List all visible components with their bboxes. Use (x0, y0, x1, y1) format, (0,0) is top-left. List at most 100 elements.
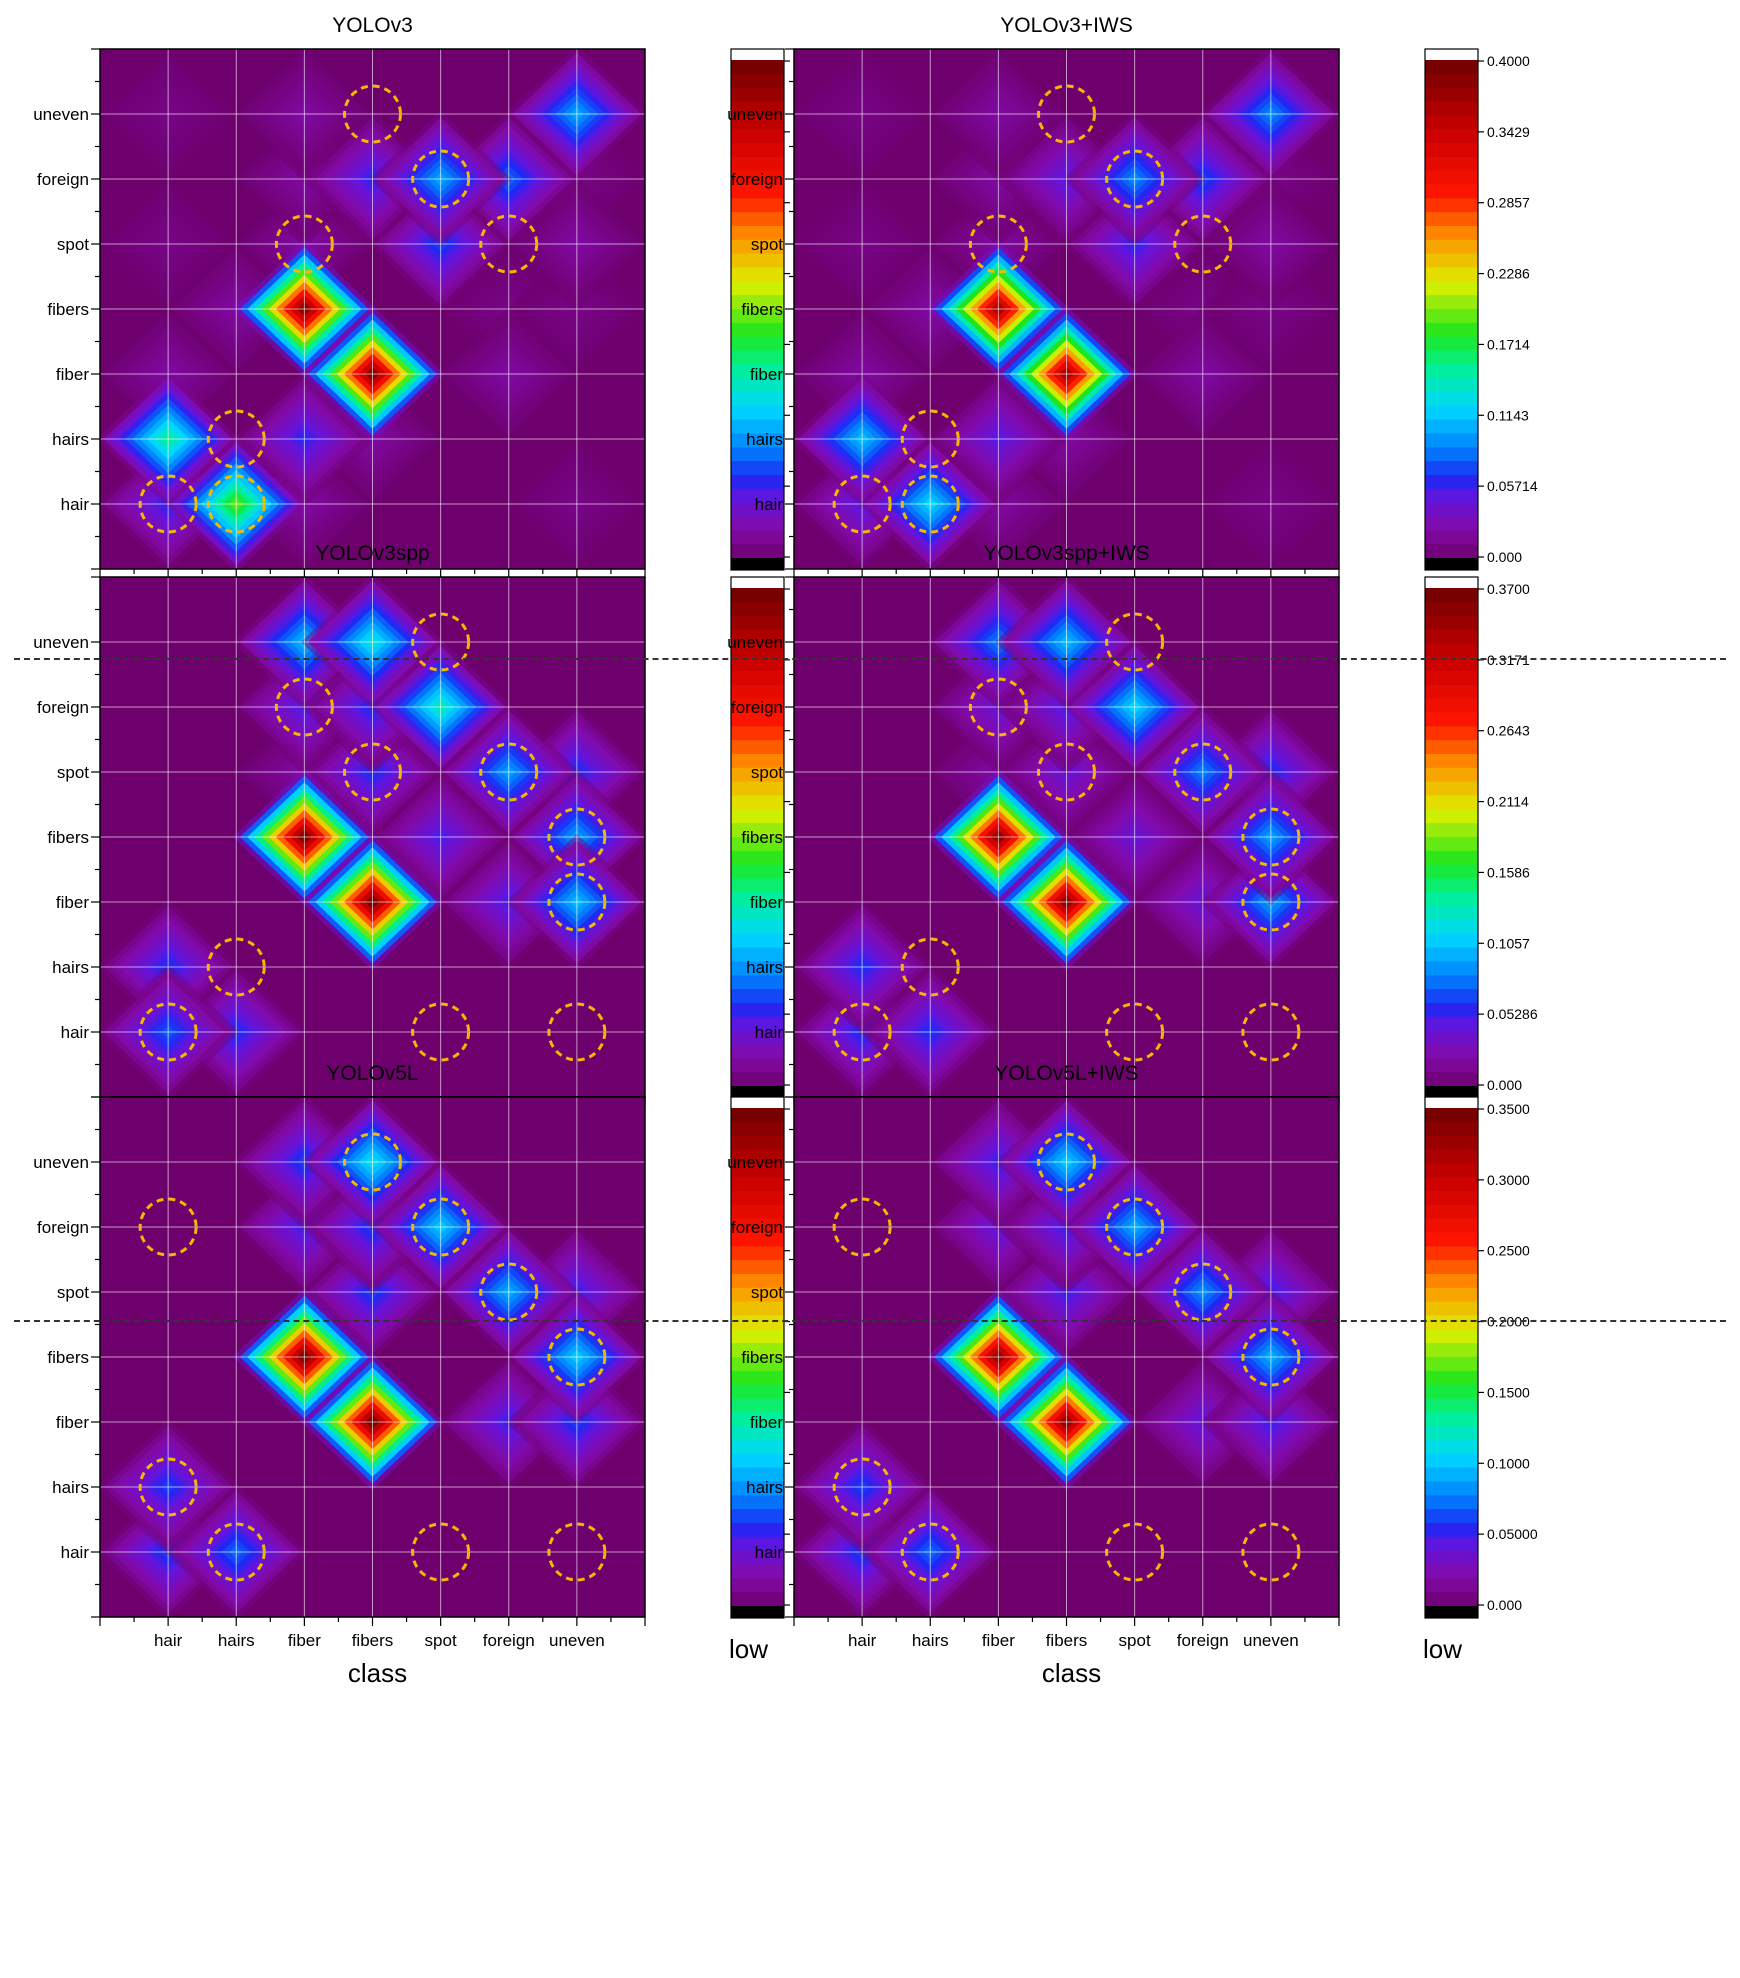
y-tick-label: fiber (56, 893, 89, 912)
x-axis-label: class (348, 1658, 407, 1688)
colorbar-bin (731, 1384, 784, 1400)
colorbar-bin (731, 1149, 784, 1164)
x-tick-label: foreign (1177, 1631, 1229, 1650)
colorbar-tick-label: 0.1057 (1487, 935, 1530, 951)
colorbar-bin (731, 1260, 784, 1275)
colorbar-bin (731, 1058, 784, 1073)
highlight-circle (832, 1457, 892, 1517)
y-tick-label: foreign (731, 1218, 783, 1237)
colorbar-tick-label: 0.2643 (1487, 723, 1530, 739)
colorbar-bin (1425, 629, 1478, 644)
colorbar-bin (731, 767, 784, 783)
colorbar-bin (1425, 309, 1478, 324)
heatmap-panel: YOLOv3spp+IWShairhairhairshairsfiberfibe… (727, 542, 1538, 1168)
colorbar-frame (730, 1096, 785, 1619)
highlight-circle (832, 474, 892, 534)
colorbar-bin (1425, 837, 1478, 852)
colorbar-bin (731, 87, 784, 103)
highlight-circle (832, 1197, 892, 1257)
colorbar-bin (731, 1191, 784, 1206)
colorbar-frame (1424, 1096, 1479, 1619)
colorbar-bin (1425, 115, 1478, 130)
heatmap-panel: YOLOv5L+IWS hair hair hairs hairs fiber fiber f… (727, 1062, 1538, 1688)
chart-title: YOLOv3spp+IWS (983, 542, 1149, 565)
chart-title: YOLOv3+IWS (1000, 14, 1132, 37)
colorbar-tick-label: 0.2857 (1487, 195, 1530, 211)
colorbar-bin (1425, 1072, 1478, 1087)
highlight-circle (1241, 1522, 1301, 1582)
y-tick-label: hair (61, 1023, 90, 1042)
colorbar-bin (1425, 850, 1478, 866)
heat-cell (164, 435, 308, 569)
y-tick-label: foreign (37, 170, 89, 189)
y-tick-label: spot (57, 235, 89, 254)
colorbar-bin (1425, 1343, 1478, 1358)
colorbar-bin (1425, 143, 1478, 158)
highlight-circle (479, 1262, 539, 1322)
highlight-circle (206, 474, 266, 534)
colorbar-bin (731, 1592, 784, 1607)
colorbar-bin (1425, 461, 1478, 476)
colorbar-bin (1425, 502, 1478, 518)
colorbar-floor (731, 558, 784, 570)
highlight-circle (343, 84, 402, 144)
colorbar-bin (731, 1481, 784, 1496)
x-tick-label: spot (1119, 1631, 1151, 1650)
colorbar-bin (1425, 1232, 1478, 1247)
colorbar-bin (1425, 1030, 1478, 1046)
colorbar-bin (1425, 906, 1478, 921)
colorbar-bin (1425, 1426, 1478, 1441)
colorbar-bin (1425, 1384, 1478, 1400)
colorbar-bin (731, 850, 784, 866)
colorbar-bin (1425, 184, 1478, 199)
colorbar-bin (731, 878, 784, 893)
colorbar-bin (731, 1523, 784, 1538)
colorbar-bin (731, 322, 784, 338)
colorbar-bin (1425, 740, 1478, 755)
colorbar-bin (731, 212, 784, 227)
colorbar-bin (731, 170, 784, 186)
y-tick-label: fiber (750, 365, 783, 384)
colorbar-bin (731, 1135, 784, 1151)
colorbar-bin (731, 530, 784, 545)
colorbar-tick-label: 0.1586 (1487, 864, 1530, 880)
colorbar-bin (731, 461, 784, 476)
colorbar-bin (731, 101, 784, 116)
colorbar-bin (1425, 671, 1478, 686)
colorbar-bin (1425, 212, 1478, 227)
highlight-circle (138, 1197, 198, 1257)
colorbar-bin (1425, 1467, 1478, 1483)
colorbar-bin (731, 1204, 784, 1220)
colorbar-bin (1425, 684, 1478, 700)
colorbar-bin (731, 1232, 784, 1247)
colorbar-bin (731, 961, 784, 976)
colorbar-bin (1425, 961, 1478, 976)
highlight-circle (138, 1457, 198, 1517)
colorbar-bin (731, 295, 784, 310)
colorbar-bin (731, 1398, 784, 1413)
colorbar-bin (731, 1072, 784, 1087)
colorbar-bin (1425, 892, 1478, 907)
y-tick-label: fibers (741, 1348, 783, 1367)
colorbar-bin (731, 1536, 784, 1552)
colorbar-bin (1425, 544, 1478, 559)
y-tick-label: uneven (727, 633, 783, 652)
colorbar-bin (731, 698, 784, 714)
colorbar-bin (1425, 60, 1478, 75)
colorbar-bin (731, 1412, 784, 1427)
colorbar-bin (1425, 433, 1478, 448)
colorbar-tick-label: 0.05286 (1487, 1006, 1538, 1022)
colorbar-bin (731, 198, 784, 213)
highlight-circle (1037, 742, 1096, 802)
y-tick-label: spot (57, 1283, 89, 1302)
y-tick-label: fibers (741, 300, 783, 319)
highlight-circle (1105, 149, 1165, 209)
colorbar-bin (1425, 156, 1478, 172)
y-tick-label: hairs (52, 430, 89, 449)
x-tick-label: foreign (483, 1631, 535, 1650)
colorbar-bin (731, 906, 784, 921)
highlight-circle (1105, 612, 1165, 672)
highlight-circle (411, 1522, 471, 1582)
colorbar-bin (731, 281, 784, 296)
colorbar-bin (731, 309, 784, 324)
